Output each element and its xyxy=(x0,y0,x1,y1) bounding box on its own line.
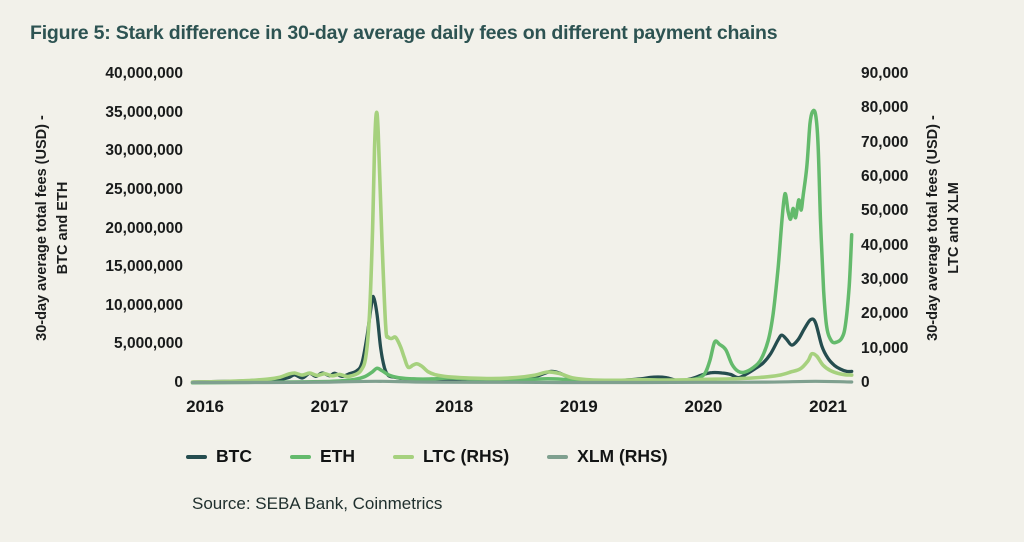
right-tick-label: 40,000 xyxy=(861,236,909,254)
series-line-ltc-rhs xyxy=(190,110,854,384)
x-tick-label: 2020 xyxy=(684,397,723,416)
left-tick-label: 30,000,000 xyxy=(105,142,183,160)
right-tick-label: 70,000 xyxy=(861,133,909,151)
btc-line-swatch-icon xyxy=(186,454,207,459)
right-tick-label: 80,000 xyxy=(861,99,909,117)
legend-item-btc: BTC xyxy=(186,446,252,467)
left-tick-label: 0 xyxy=(174,374,183,391)
xlm-line-swatch-icon xyxy=(547,454,569,459)
left-tick-label: 25,000,000 xyxy=(105,180,183,198)
legend-item-eth: ETH xyxy=(289,446,355,467)
legend: BTC ETH LTC (RHS) XLM (RHS) xyxy=(186,446,668,467)
eth-line-swatch-icon xyxy=(289,454,311,459)
legend-label-ltc: LTC (RHS) xyxy=(422,446,510,466)
x-tick-label: 2018 xyxy=(435,397,474,416)
right-tick-label: 90,000 xyxy=(861,65,909,82)
right-tick-label: 20,000 xyxy=(861,305,909,323)
left-tick-label: 5,000,000 xyxy=(114,335,183,353)
legend-label-btc: BTC xyxy=(216,446,252,466)
x-tick-label: 2016 xyxy=(186,397,224,416)
right-tick-label: 0 xyxy=(861,374,870,391)
left-tick-label: 20,000,000 xyxy=(105,219,183,237)
left-tick-label: 10,000,000 xyxy=(105,296,183,314)
left-tick-label: 40,000,000 xyxy=(105,65,183,82)
right-tick-label: 50,000 xyxy=(861,202,909,220)
source-text: Source: SEBA Bank, Coinmetrics xyxy=(192,494,443,513)
legend-label-eth: ETH xyxy=(319,446,355,466)
left-tick-label: 35,000,000 xyxy=(105,103,183,121)
figure-title: Figure 5: Stark difference in 30-day ave… xyxy=(30,22,778,44)
legend-item-ltc: LTC (RHS) xyxy=(392,446,510,467)
series-line-eth xyxy=(190,108,854,385)
right-tick-label: 30,000 xyxy=(861,271,909,288)
right-tick-label: 60,000 xyxy=(861,168,909,185)
legend-label-xlm: XLM (RHS) xyxy=(577,446,668,466)
x-tick-label: 2021 xyxy=(809,397,847,416)
right-tick-label: 10,000 xyxy=(861,339,909,357)
x-tick-label: 2017 xyxy=(310,397,349,416)
legend-item-xlm: XLM (RHS) xyxy=(547,446,668,467)
x-tick-label: 2019 xyxy=(559,397,598,416)
series-line-xlm-rhs xyxy=(190,379,854,385)
left-tick-label: 15,000,000 xyxy=(105,258,183,276)
ltc-line-swatch-icon xyxy=(392,454,414,459)
